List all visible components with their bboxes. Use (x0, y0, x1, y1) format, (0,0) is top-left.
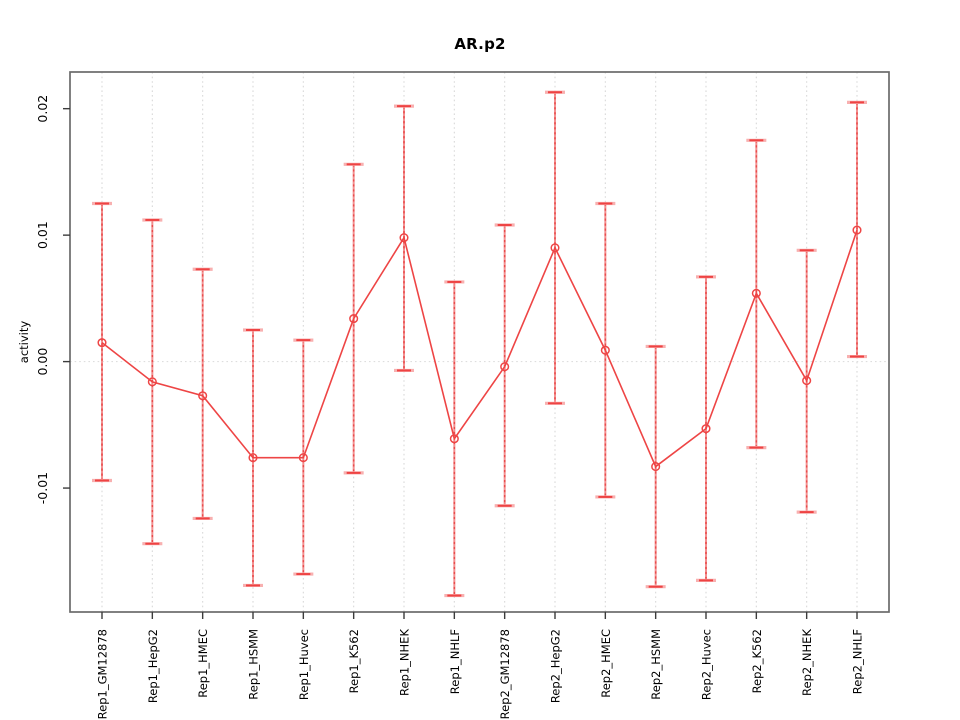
y-axis: -0.01 0.00 0.01 0.02 (35, 95, 70, 504)
x-tick-label: Rep2_GM12878 (498, 629, 512, 719)
data-point-Rep1_HSMM (248, 453, 258, 463)
x-tick-label: Rep1_HepG2 (146, 629, 160, 703)
data-point-Rep1_HepG2 (147, 377, 157, 387)
error-bar-Rep1_GM12878 (92, 201, 112, 483)
plot-frame (69, 71, 890, 613)
x-tick-label: Rep1_HMEC (196, 629, 210, 698)
data-point-Rep2_HepG2 (550, 243, 560, 253)
data-point-Rep2_HSMM (651, 462, 661, 472)
data-point-Rep1_GM12878 (97, 338, 107, 348)
gridlines (101, 72, 858, 612)
x-tick-label: Rep1_K562 (347, 629, 361, 693)
data-point-Rep2_HMEC (600, 345, 610, 355)
y-tick-label: 0.02 (35, 95, 50, 123)
x-tick-label: Rep2_K562 (750, 629, 764, 693)
x-tick-label: Rep2_HSMM (649, 629, 663, 700)
x-tick-label: Rep1_Huvec (297, 629, 311, 700)
y-tick-label: 0.00 (35, 348, 50, 376)
error-bar-Rep2_NHLF (847, 100, 867, 359)
data-point-Rep2_NHLF (852, 225, 862, 235)
data-point-Rep1_Huvec (298, 453, 308, 463)
data-point-Rep1_NHLF (449, 434, 459, 444)
chart-title: AR.p2 (454, 35, 506, 53)
y-tick-label: -0.01 (35, 472, 50, 504)
data-point-Rep2_NHEK (802, 376, 812, 386)
error-bars (92, 90, 867, 598)
data-points (97, 225, 862, 472)
x-tick-label: Rep2_HepG2 (549, 629, 563, 703)
y-tick-label: 0.01 (35, 221, 50, 249)
data-point-Rep1_K562 (349, 314, 359, 324)
x-tick-label: Rep1_HSMM (247, 629, 261, 700)
x-tick-label: Rep2_Huvec (700, 629, 714, 700)
data-point-Rep2_Huvec (701, 424, 711, 434)
x-axis: Rep1_GM12878 Rep1_HepG2 Rep1_HMEC Rep1_HSMM… (96, 612, 865, 719)
x-tick-label: Rep2_NHEK (800, 629, 814, 696)
x-tick-label: Rep1_NHLF (448, 629, 462, 694)
x-tick-label: Rep2_HMEC (599, 629, 613, 698)
data-point-Rep2_GM12878 (500, 362, 510, 372)
data-point-Rep1_HMEC (198, 391, 208, 401)
x-tick-label: Rep2_NHLF (851, 629, 865, 694)
data-point-Rep1_NHEK (399, 233, 409, 243)
series-line (101, 229, 858, 468)
data-point-Rep2_K562 (751, 288, 761, 298)
error-bar-Rep1_HMEC (192, 267, 213, 521)
x-tick-label: Rep1_NHEK (398, 629, 412, 696)
x-tick-label: Rep1_GM12878 (96, 629, 110, 719)
